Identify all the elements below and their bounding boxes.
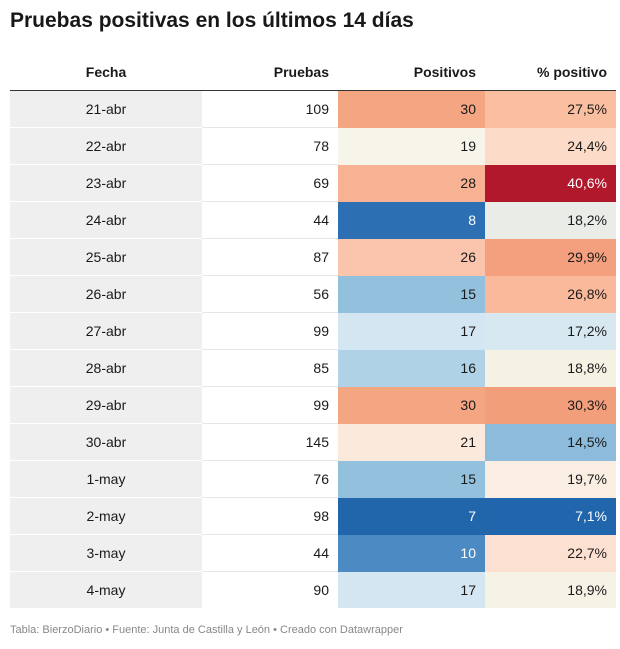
cell-positivos: 8 (338, 201, 485, 239)
column-header-positivos[interactable]: Positivos (338, 56, 485, 91)
cell-pruebas: 76 (202, 460, 338, 498)
cell-positivos: 15 (338, 275, 485, 313)
table-row: 25-abr 87 26 29,9% (10, 238, 616, 276)
table-row: 23-abr 69 28 40,6% (10, 164, 616, 202)
data-table: Fecha Pruebas Positivos % positivo 21-ab… (10, 56, 616, 608)
table-row: 30-abr 145 21 14,5% (10, 423, 616, 461)
table-row: 1-may 76 15 19,7% (10, 460, 616, 498)
cell-pruebas: 90 (313, 582, 329, 598)
cell-fecha: 23-abr (10, 164, 202, 202)
cell-fecha: 2-may (10, 497, 202, 535)
table-row: 26-abr 56 15 26,8% (10, 275, 616, 313)
cell-positivos: 17 (338, 312, 485, 350)
cell-pruebas: 98 (202, 497, 338, 535)
header-row: Fecha Pruebas Positivos % positivo (10, 56, 616, 91)
table-row: 28-abr 85 16 18,8% (10, 349, 616, 387)
cell-positivos: 30 (338, 386, 485, 424)
column-header-pruebas[interactable]: Pruebas (202, 56, 338, 91)
cell-fecha: 21-abr (10, 90, 202, 128)
cell-fecha: 30-abr (10, 423, 202, 461)
table-row: 27-abr 99 17 17,2% (10, 312, 616, 350)
cell-pruebas: 69 (202, 164, 338, 202)
cell-pruebas: 109 (202, 90, 338, 128)
cell-fecha: 22-abr (10, 127, 202, 165)
cell-positivos: 21 (338, 423, 485, 461)
cell-pct-positivo: 22,7% (485, 534, 616, 572)
chart-title: Pruebas positivas en los últimos 14 días (10, 9, 414, 32)
cell-pct-positivo: 19,7% (485, 460, 616, 498)
table-row: 2-may 98 7 7,1% (10, 497, 616, 535)
cell-pruebas: 145 (202, 423, 338, 461)
cell-fecha: 1-may (10, 460, 202, 498)
table-body: 21-abr 109 30 27,5% 22-abr 78 19 24,4% 23-abr 69 2… (10, 90, 616, 608)
cell-pruebas: 44 (202, 201, 338, 239)
cell-pct-positivo: 17,2% (485, 312, 616, 350)
cell-positivos: 16 (338, 349, 485, 387)
cell-positivos: 26 (338, 238, 485, 276)
cell-fecha: 24-abr (10, 201, 202, 239)
cell-positivos: 7 (338, 497, 485, 535)
cell-positivos: 19 (338, 127, 485, 165)
cell-pct-positivo: 40,6% (485, 164, 616, 202)
cell-pruebas: 85 (202, 349, 338, 387)
table-row: 22-abr 78 19 24,4% (10, 127, 616, 165)
cell-pct-positivo: 18,9% (485, 571, 616, 608)
cell-fecha: 28-abr (10, 349, 202, 387)
cell-pruebas: 44 (202, 534, 338, 572)
column-header-fecha[interactable]: Fecha (10, 56, 202, 91)
cell-positivos: 10 (338, 534, 485, 572)
cell-positivos: 15 (338, 460, 485, 498)
table-row: 21-abr 109 30 27,5% (10, 90, 616, 128)
cell-pruebas: 56 (202, 275, 338, 313)
cell-fecha: 3-may (10, 534, 202, 572)
cell-fecha: 29-abr (10, 386, 202, 424)
cell-fecha: 26-abr (10, 275, 202, 313)
footer-credits: Tabla: BierzoDiario • Fuente: Junta de C… (10, 624, 403, 636)
cell-pct-positivo: 7,1% (485, 497, 616, 535)
cell-positivos: 28 (338, 164, 485, 202)
cell-positivos: 30 (338, 90, 485, 128)
cell-pct-positivo: 18,2% (485, 201, 616, 239)
cell-pct-positivo: 18,8% (485, 349, 616, 387)
table-row: 3-may 44 10 22,7% (10, 534, 616, 572)
cell-pct-positivo: 27,5% (485, 90, 616, 128)
table-row: 29-abr 99 30 30,3% (10, 386, 616, 424)
column-header-pct-positivo[interactable]: % positivo (485, 56, 616, 91)
cell-pct-positivo: 14,5% (485, 423, 616, 461)
cell-pct-positivo: 26,8% (485, 275, 616, 313)
cell-pct-positivo: 29,9% (485, 238, 616, 276)
table-row: 24-abr 44 8 18,2% (10, 201, 616, 239)
cell-pruebas: 87 (202, 238, 338, 276)
cell-pruebas: 78 (202, 127, 338, 165)
cell-pct-positivo: 24,4% (485, 127, 616, 165)
cell-fecha: 4-may (10, 571, 202, 608)
cell-fecha: 27-abr (10, 312, 202, 350)
cell-pruebas: 99 (202, 312, 338, 350)
cell-pruebas: 99 (202, 386, 338, 424)
cell-positivos: 17 (338, 571, 485, 608)
cell-fecha: 25-abr (10, 238, 202, 276)
cell-pct-positivo: 30,3% (485, 386, 616, 424)
table-row: 4-may 90 17 18,9% (10, 571, 616, 608)
